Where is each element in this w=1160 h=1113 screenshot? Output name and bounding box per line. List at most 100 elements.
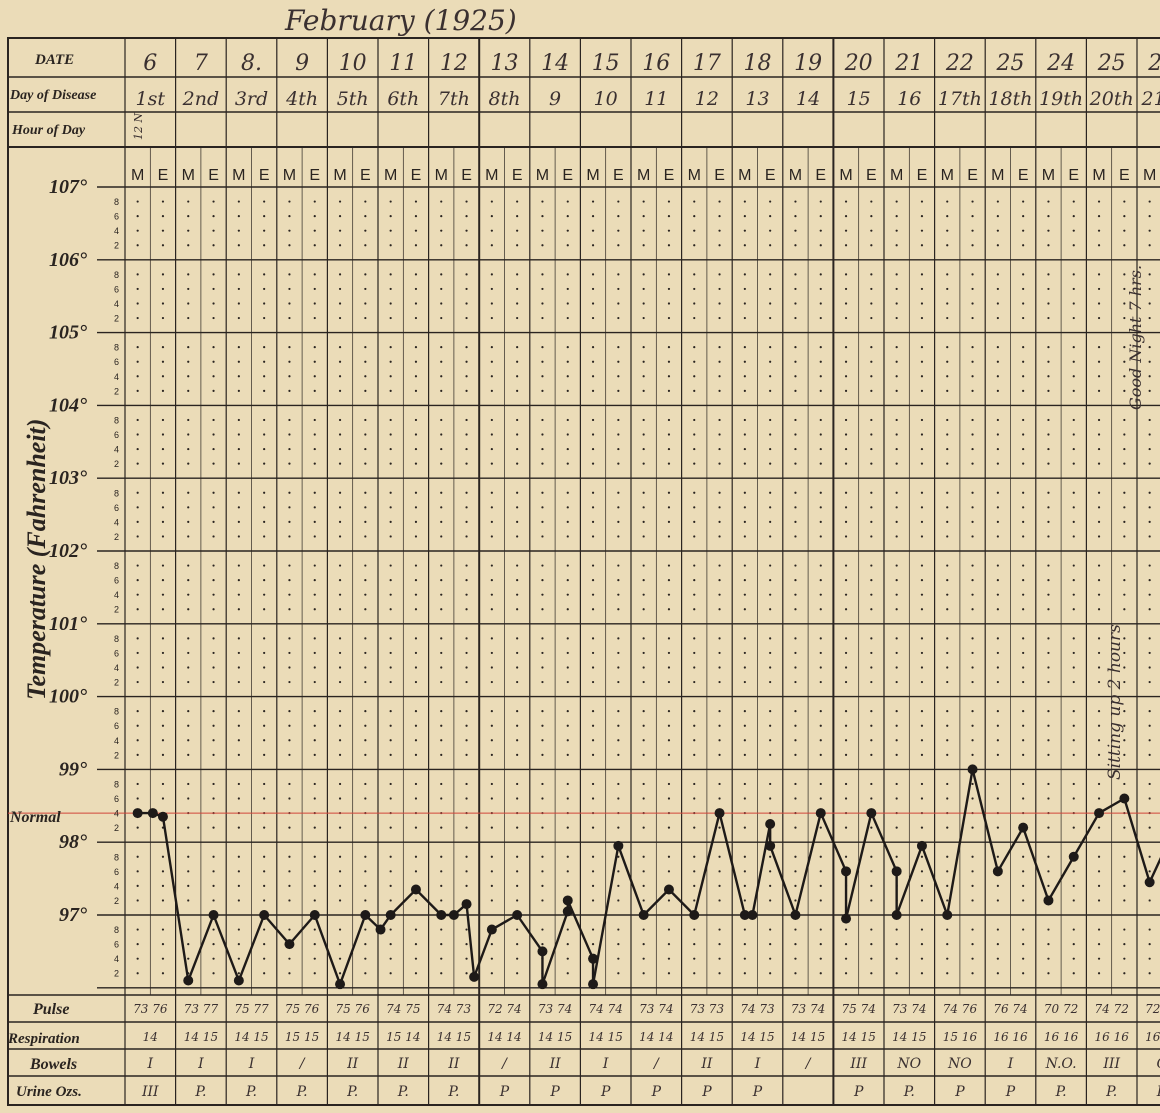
grid-dot [440,797,443,800]
grid-dot [667,797,671,800]
grid-dot [1072,710,1075,713]
grid-dot [313,957,316,960]
grid-dot [440,375,443,378]
grid-dot [819,418,822,422]
grid-dot [667,447,671,451]
grid-dot [541,375,544,378]
grid-dot [541,506,544,509]
grid-dot [389,724,392,727]
grid-dot [819,244,822,247]
grid-dot [414,346,418,349]
grid-dot [414,229,418,232]
grid-dot [465,360,468,363]
grid-dot [161,855,165,858]
grid-dot [237,491,240,494]
series-segment [237,913,266,982]
series-segment [161,815,190,982]
grid-dot [263,680,266,684]
grid-dot [895,724,898,727]
grid-dot [1097,506,1101,509]
grid-dot [1072,579,1075,582]
grid-dot [971,244,974,247]
grid-dot [819,433,822,436]
grid-dot [769,739,772,742]
grid-dot [996,244,999,247]
grid-dot [1047,884,1050,887]
grid-dot [136,433,139,436]
grid-dot [1072,535,1075,538]
grid-dot [870,462,873,465]
grid-dot [440,637,443,640]
grid-dot [490,593,493,596]
grid-dot [136,899,139,902]
grid-dot [743,433,746,436]
grid-dot [1047,637,1050,640]
grid-dot [263,447,266,451]
grid-dot [617,680,620,684]
respiration-cell: 16 16 [993,1030,1028,1044]
grid-dot [490,579,493,582]
grid-dot [136,462,139,465]
grid-dot [541,200,544,203]
grid-dot [313,564,316,567]
grid-dot [288,579,291,582]
grid-dot [414,462,418,465]
grid-dot [465,346,468,349]
grid-dot [743,753,746,756]
data-point [562,895,573,906]
y-subtick-label: 6 [114,940,119,950]
grid-dot [946,943,949,946]
grid-dot [414,855,418,858]
grid-dot [870,884,873,887]
grid-dot [237,972,240,975]
grid-dot [1123,899,1126,902]
grid-dot [819,215,822,218]
grid-dot [566,943,569,946]
grid-dot [1123,375,1126,378]
grid-dot [1097,753,1101,756]
grid-dot [996,215,999,218]
urine-cell: P. [346,1084,358,1100]
grid-dot [516,535,519,538]
grid-dot [1072,608,1075,611]
grid-dot [1148,520,1151,523]
bowels-cell: I [248,1056,255,1072]
grid-dot [161,797,165,800]
grid-dot [920,360,924,363]
grid-dot [1148,739,1151,742]
grid-dot [566,593,569,596]
grid-dot [617,957,620,960]
grid-dot [769,287,772,291]
grid-dot [819,593,822,596]
grid-dot [136,782,139,786]
grid-dot [414,797,418,800]
data-point [512,910,523,920]
grid-dot [161,651,165,655]
grid-dot [1072,433,1075,436]
grid-dot [440,433,443,436]
grid-dot [516,928,519,931]
grid-dot [591,884,595,887]
data-point [469,971,480,982]
grid-dot [288,375,291,378]
grid-dot [769,855,772,858]
grid-dot [920,870,924,873]
grid-dot [920,491,924,494]
grid-dot [870,899,873,902]
grid-dot [516,651,519,655]
grid-dot [769,957,772,960]
grid-dot [212,680,215,684]
grid-dot [769,375,772,378]
grid-dot [161,229,165,232]
grid-dot [718,462,721,465]
grid-dot [743,520,746,523]
grid-dot [338,491,342,494]
grid-dot [288,884,291,887]
grid-dot [693,579,696,582]
grid-dot [288,287,291,291]
grid-dot [971,608,974,611]
grid-dot [187,506,190,509]
grid-dot [617,753,620,756]
grid-dot [212,564,215,567]
grid-dot [693,520,696,523]
